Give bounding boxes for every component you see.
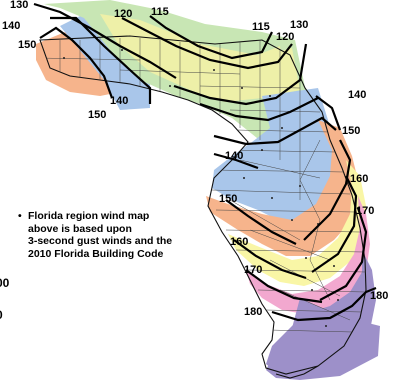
label-ne-120: 120 xyxy=(276,31,294,43)
left-cut-text-upper: 00 xyxy=(0,276,10,290)
contour-115-top xyxy=(149,15,273,60)
contour-150-west xyxy=(225,199,297,245)
label-ne-130: 130 xyxy=(290,19,308,31)
contour-150-nw xyxy=(39,26,114,99)
note-bullet: • xyxy=(18,210,22,222)
contour-130-long xyxy=(173,43,308,106)
contour-labels: 130 140 150 120 115 140 150 115 130 120 … xyxy=(2,0,388,318)
zone-180-keys xyxy=(266,298,380,380)
label-west-160: 160 xyxy=(230,236,248,248)
note-line-1: Florida region wind map xyxy=(28,210,150,222)
contour-140-west xyxy=(213,152,259,170)
label-panhandle-140: 140 xyxy=(110,95,128,107)
wind-map-note: • Florida region wind map above is based… xyxy=(18,210,228,260)
label-ne-115: 115 xyxy=(252,21,270,33)
contour-150-panhandle xyxy=(213,116,337,146)
city-markers xyxy=(63,49,339,327)
label-east-140: 140 xyxy=(348,89,366,101)
contour-160-west xyxy=(233,239,307,280)
wind-contours xyxy=(33,2,377,322)
label-west-150: 150 xyxy=(219,193,237,205)
left-cut-text-lower: 0 xyxy=(0,308,3,322)
label-west-140: 140 xyxy=(225,150,243,162)
label-nw-140: 140 xyxy=(2,20,20,32)
label-west-170: 170 xyxy=(244,264,262,276)
contour-170-east xyxy=(319,207,368,301)
label-top-120: 120 xyxy=(114,8,132,20)
label-south-180: 180 xyxy=(244,306,262,318)
label-top-115: 115 xyxy=(151,6,169,18)
contour-140-east xyxy=(315,95,342,131)
contour-140-panhandle xyxy=(199,97,319,122)
label-east-150: 150 xyxy=(342,125,360,137)
contour-130-nw xyxy=(33,2,177,79)
label-east-160: 160 xyxy=(350,173,368,185)
contour-150-east xyxy=(303,139,352,241)
note-line-2: above is based upon xyxy=(28,222,132,235)
label-east-170: 170 xyxy=(356,205,374,217)
florida-keys xyxy=(275,365,319,379)
note-line-3: 3-second gust winds and the xyxy=(28,235,173,247)
florida-outline xyxy=(39,35,367,379)
label-se-180: 180 xyxy=(370,290,388,302)
contour-180-south xyxy=(271,286,377,322)
zone-140-peninsula xyxy=(212,88,334,222)
label-nw-130: 130 xyxy=(10,0,28,11)
contour-120-top xyxy=(121,17,293,70)
label-nw-150: 150 xyxy=(18,39,36,51)
zone-160-peninsula xyxy=(228,160,366,286)
note-line-4: 2010 Florida Building Code xyxy=(28,247,164,260)
contour-170-west xyxy=(245,269,323,304)
florida-coastline xyxy=(39,35,367,375)
zone-170-peninsula xyxy=(246,196,370,314)
label-panhandle-150: 150 xyxy=(88,109,106,121)
contour-160-east xyxy=(311,175,358,273)
